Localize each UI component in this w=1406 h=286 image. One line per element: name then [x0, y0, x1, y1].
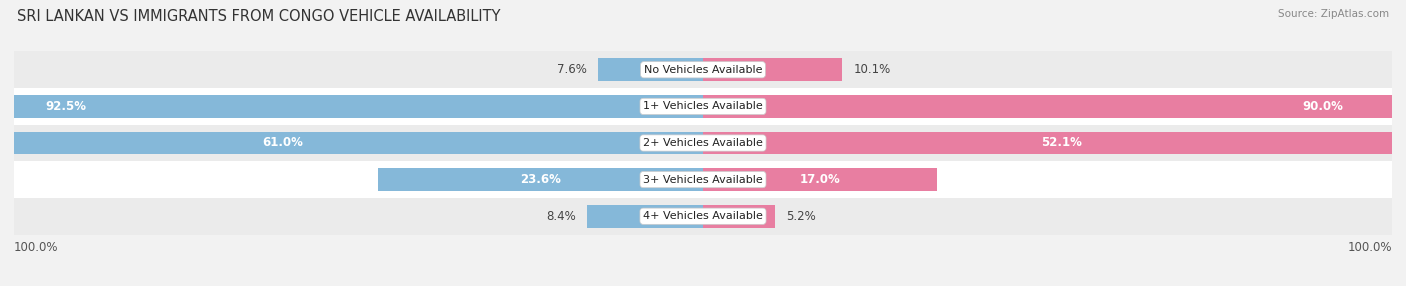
- Text: 3+ Vehicles Available: 3+ Vehicles Available: [643, 175, 763, 184]
- Text: 10.1%: 10.1%: [853, 63, 890, 76]
- Text: 52.1%: 52.1%: [1042, 136, 1083, 150]
- Text: 4+ Vehicles Available: 4+ Vehicles Available: [643, 211, 763, 221]
- Text: 23.6%: 23.6%: [520, 173, 561, 186]
- Text: 92.5%: 92.5%: [45, 100, 86, 113]
- Bar: [588, 205, 703, 228]
- Bar: [703, 58, 842, 81]
- Text: 5.2%: 5.2%: [786, 210, 815, 223]
- Text: 2+ Vehicles Available: 2+ Vehicles Available: [643, 138, 763, 148]
- Bar: [703, 132, 1406, 154]
- Text: 100.0%: 100.0%: [1347, 241, 1392, 254]
- Text: SRI LANKAN VS IMMIGRANTS FROM CONGO VEHICLE AVAILABILITY: SRI LANKAN VS IMMIGRANTS FROM CONGO VEHI…: [17, 9, 501, 23]
- Bar: [14, 161, 1392, 198]
- Text: 90.0%: 90.0%: [1302, 100, 1344, 113]
- Bar: [378, 168, 703, 191]
- Bar: [14, 198, 1392, 235]
- Text: Source: ZipAtlas.com: Source: ZipAtlas.com: [1278, 9, 1389, 19]
- Bar: [0, 95, 703, 118]
- Bar: [703, 168, 938, 191]
- Bar: [599, 58, 703, 81]
- Bar: [0, 132, 703, 154]
- Bar: [703, 205, 775, 228]
- Text: 8.4%: 8.4%: [547, 210, 576, 223]
- Text: 61.0%: 61.0%: [263, 136, 304, 150]
- Text: 7.6%: 7.6%: [557, 63, 588, 76]
- Text: 100.0%: 100.0%: [14, 241, 59, 254]
- Bar: [14, 51, 1392, 88]
- Text: 1+ Vehicles Available: 1+ Vehicles Available: [643, 102, 763, 111]
- Bar: [14, 88, 1392, 125]
- Text: No Vehicles Available: No Vehicles Available: [644, 65, 762, 75]
- Bar: [14, 125, 1392, 161]
- Text: 17.0%: 17.0%: [800, 173, 841, 186]
- Bar: [703, 95, 1406, 118]
